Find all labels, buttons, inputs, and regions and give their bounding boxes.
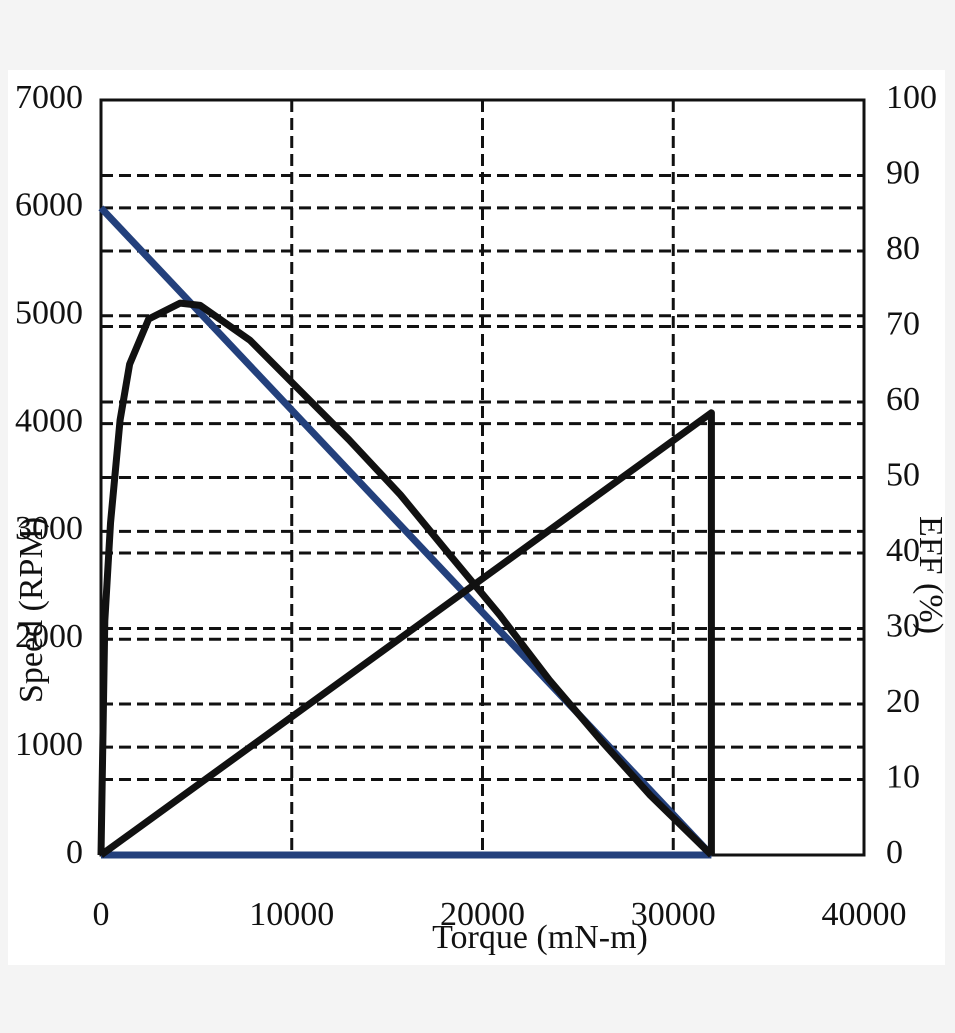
y2-tick-label: 30 (886, 607, 920, 644)
y2-tick-label: 20 (886, 683, 920, 720)
y-tick-label: 6000 (15, 187, 83, 224)
y-tick-label: 0 (66, 834, 83, 871)
x-tick-label: 30000 (631, 896, 716, 933)
y2-axis-label: EFF (%) (912, 516, 949, 634)
y-tick-label: 2000 (15, 618, 83, 655)
series-line (98, 409, 715, 858)
x-tick-label: 10000 (249, 896, 334, 933)
y2-tick-label: 80 (886, 230, 920, 267)
x-axis-label: Torque (mN-m) (432, 919, 648, 956)
y2-tick-label: 90 (886, 154, 920, 191)
y-tick-label: 4000 (15, 402, 83, 439)
y2-tick-label: 50 (886, 456, 920, 493)
y-tick-label: 7000 (15, 79, 83, 116)
y-axis-label: Speed (RPM) (13, 517, 50, 703)
y2-tick-label: 70 (886, 305, 920, 342)
y2-tick-label: 60 (886, 381, 920, 418)
y-tick-label: 1000 (15, 726, 83, 763)
x-tick-label: 0 (93, 896, 110, 933)
y2-tick-label: 10 (886, 758, 920, 795)
y2-tick-label: 100 (886, 79, 937, 116)
y2-tick-label: 0 (886, 834, 903, 871)
x-tick-label: 40000 (822, 896, 907, 933)
x-tick-label: 20000 (440, 896, 525, 933)
y2-tick-label: 40 (886, 532, 920, 569)
series-line (97, 299, 714, 858)
y-tick-label: 3000 (15, 510, 83, 547)
panel (8, 70, 945, 965)
y-tick-label: 5000 (15, 295, 83, 332)
